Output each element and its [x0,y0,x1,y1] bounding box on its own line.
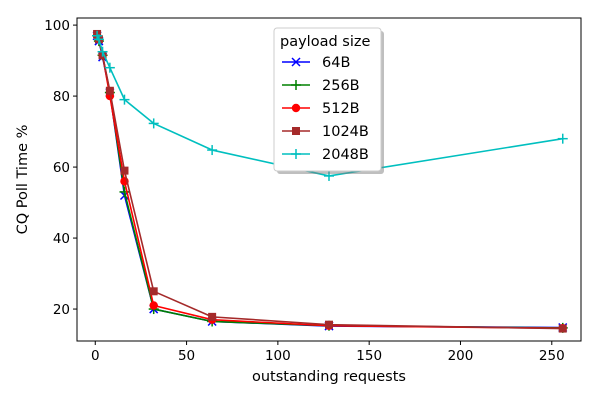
data-point [119,186,130,197]
axis-ticks: 0 50 100 150 200 250 20 40 60 80 100 [44,18,564,364]
legend-title: payload size [280,34,370,50]
legend-swatch-marker [291,149,301,159]
x-tick-label: 150 [356,348,382,364]
legend: payload size 64B 256B 512B 1024B 2048B [273,27,384,174]
legend-item: 256B [282,78,360,94]
legend-swatch-marker [291,80,301,90]
y-tick-label: 40 [53,231,70,247]
data-point [207,145,218,156]
data-point [149,287,158,296]
data-point [149,301,158,310]
series-layer [92,29,568,333]
legend-label: 512B [322,101,360,117]
legend-item: 512B [282,101,360,117]
legend-item: 2048B [282,147,369,163]
data-point [97,46,108,57]
x-tick-label: 250 [539,348,565,364]
legend-label: 1024B [322,124,369,140]
legend-swatch-marker [292,127,300,135]
x-tick-label: 100 [265,348,291,364]
data-point [93,34,104,45]
legend-items: 64B 256B 512B 1024B 2048B [282,55,369,163]
y-axis-label: CQ Poll Time % [15,125,31,235]
data-point [208,312,217,321]
data-point [557,133,568,144]
data-point [325,320,333,329]
legend-label: 256B [322,78,360,94]
x-tick-label: 200 [448,348,474,364]
legend-item: 1024B [282,124,369,140]
legend-swatch-marker [291,103,301,113]
y-tick-label: 100 [44,18,70,34]
data-point [558,324,567,333]
data-point [148,118,159,129]
legend-box [273,27,382,172]
data-point [120,166,129,175]
legend-swatch-marker [291,57,301,67]
data-point [119,94,130,105]
legend-label: 2048B [322,147,369,163]
y-tick-label: 80 [53,89,70,105]
x-axis-label: outstanding requests [252,369,406,385]
y-tick-label: 20 [53,302,70,318]
x-tick-label: 50 [178,348,195,364]
data-point [105,86,114,95]
legend-label: 64B [322,55,350,71]
data-point [104,62,115,73]
y-tick-label: 60 [53,160,70,176]
x-tick-label: 0 [91,348,100,364]
plot-area-frame [76,17,582,342]
legend-item: 64B [282,55,350,71]
